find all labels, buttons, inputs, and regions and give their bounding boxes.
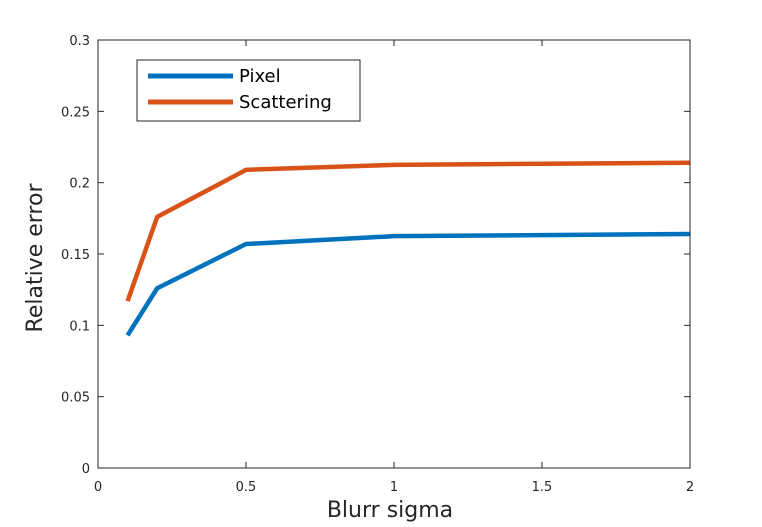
- y-tick-label: 0.1: [69, 319, 90, 334]
- series-lines: [125, 160, 691, 337]
- y-axis-label: Relative error: [23, 183, 48, 333]
- tick-labels: 0 0.5 1 1.5 2 0 0.05 0.1 0.15 0.2 0.25 0.3: [61, 34, 694, 495]
- x-tick-label: 1.5: [532, 480, 553, 495]
- legend-label-pixel: Pixel: [239, 66, 281, 87]
- x-axis-label: Blurr sigma: [327, 498, 453, 523]
- y-tick-label: 0.25: [61, 105, 90, 120]
- legend-label-scattering: Scattering: [239, 92, 332, 113]
- series-line-pixel: [125, 231, 691, 337]
- y-tick-label: 0.2: [69, 177, 90, 192]
- x-tick-label: 0.5: [236, 480, 257, 495]
- x-tick-label: 0: [94, 480, 102, 495]
- legend: Pixel Scattering: [136, 59, 361, 122]
- legend-box: [136, 59, 361, 122]
- series-line-scattering: [125, 160, 691, 302]
- y-tick-label: 0: [82, 462, 90, 477]
- x-tick-label: 1: [390, 480, 398, 495]
- plot-frame: [97, 39, 691, 469]
- y-tick-label: 0.3: [69, 34, 90, 49]
- y-tick-label: 0.15: [61, 248, 90, 263]
- y-tick-label: 0.05: [61, 391, 90, 406]
- x-tick-label: 2: [686, 480, 694, 495]
